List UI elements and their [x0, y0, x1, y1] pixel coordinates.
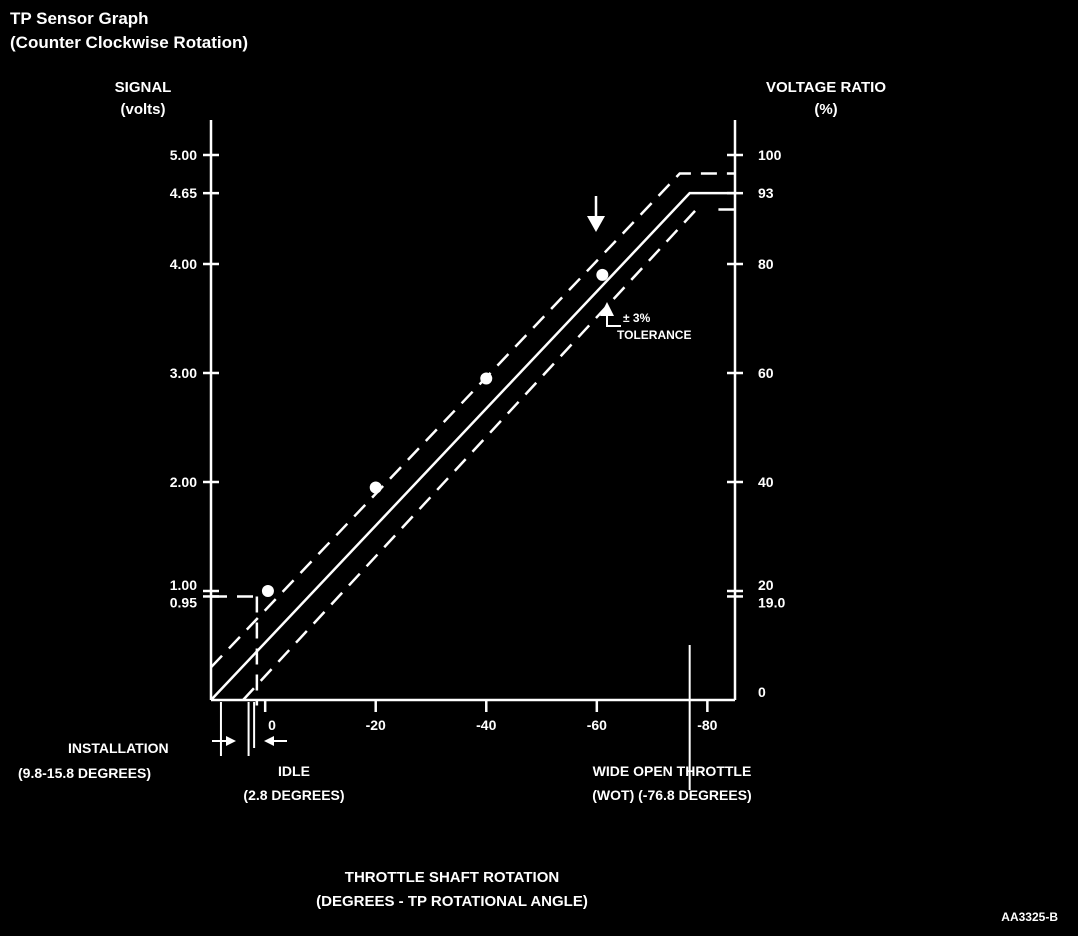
left-tick-label: 5.00	[170, 147, 197, 163]
data-point	[369, 481, 382, 494]
right-tick-label: 40	[758, 474, 774, 490]
tolerance-label-line-2: TOLERANCE	[617, 328, 691, 342]
data-point	[261, 585, 274, 597]
right-axis-label-line-2: (%)	[814, 101, 837, 118]
wot-label-line-2: (WOT) (-76.8 DEGREES)	[592, 787, 751, 803]
right-tick-label: 19.0	[758, 594, 785, 610]
left-tick-label: 1.00	[170, 577, 197, 593]
idle-label-line-1: IDLE	[278, 763, 310, 779]
title-line-2: (Counter Clockwise Rotation)	[10, 33, 248, 52]
left-tick-label: 2.00	[170, 474, 197, 490]
left-tick-label: 4.00	[170, 256, 197, 272]
figure-id: AA3325-B	[1001, 910, 1058, 924]
tolerance-band-line	[242, 208, 698, 701]
installation-annotation: INSTALLATION (9.8-15.8 DEGREES)	[18, 736, 287, 781]
tolerance-band-line	[210, 172, 735, 669]
below-axis-markers	[219, 645, 691, 790]
data-point	[596, 268, 609, 281]
right-tick-label: 60	[758, 365, 774, 381]
x-axis-ticks: 0 -20 -40 -60 -80	[263, 700, 718, 733]
installation-label-line-2: (9.8-15.8 DEGREES)	[18, 765, 151, 781]
right-tick-label: 20	[758, 577, 774, 593]
idle-label-line-2: (2.8 DEGREES)	[243, 787, 344, 803]
installation-label-line-1: INSTALLATION	[68, 740, 169, 756]
x-tick-label: -20	[366, 717, 386, 733]
left-tick-label: 0.95	[170, 594, 197, 610]
right-tick-label: 100	[758, 147, 782, 163]
left-axis-ticks: 5.00 4.65 4.00 3.00 2.00 1.000.95	[170, 147, 219, 610]
left-axis-label-line-2: (volts)	[121, 101, 166, 118]
up-arrow-icon	[600, 302, 614, 316]
tolerance-annotation: ± 3% TOLERANCE	[600, 302, 691, 342]
left-arrow-icon	[264, 736, 274, 746]
left-tick-label: 3.00	[170, 365, 197, 381]
left-tick-label: 4.65	[170, 185, 197, 201]
series-layer	[210, 172, 735, 706]
x-axis-label-line-2: (DEGREES - TP ROTATIONAL ANGLE)	[316, 893, 588, 910]
title-line-1: TP Sensor Graph	[10, 9, 149, 28]
down-arrow-icon	[587, 196, 605, 232]
wot-label-line-1: WIDE OPEN THROTTLE	[593, 763, 752, 779]
x-axis-label-line-1: THROTTLE SHAFT ROTATION	[345, 869, 559, 886]
right-tick-label: 0	[758, 684, 766, 700]
left-axis-label-line-1: SIGNAL	[115, 79, 172, 96]
right-tick-label: 80	[758, 256, 774, 272]
nominal-signal-line	[210, 191, 735, 701]
tolerance-label-line-1: ± 3%	[623, 311, 651, 325]
right-tick-label: 93	[758, 185, 774, 201]
x-tick-label: -80	[697, 717, 717, 733]
x-tick-label: -40	[476, 717, 496, 733]
right-axis-label-line-1: VOLTAGE RATIO	[766, 79, 886, 96]
right-arrow-icon	[226, 736, 236, 746]
x-tick-label: 0	[268, 717, 276, 733]
x-tick-label: -60	[587, 717, 607, 733]
